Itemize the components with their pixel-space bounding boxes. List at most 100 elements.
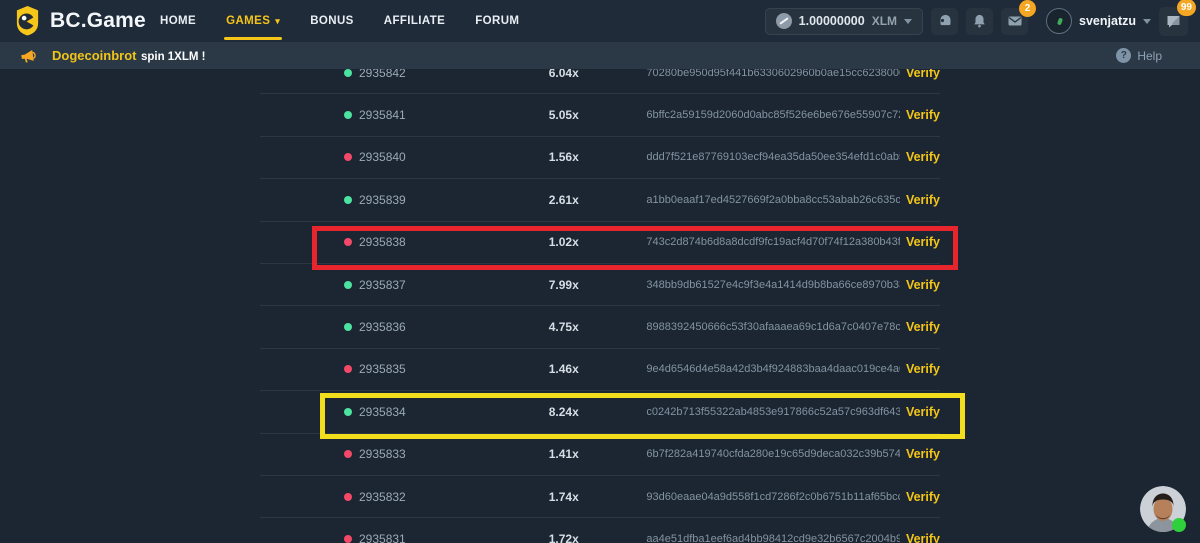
mail-icon [1008,16,1022,26]
user-avatar [1046,8,1073,34]
verify-link[interactable]: Verify [905,362,940,377]
result-dot-icon [344,323,352,332]
top-header: BC.Game HOME GAMES ▾ BONUS AFFILIATE FORUM 1.… [0,0,1200,42]
verify-link[interactable]: Verify [905,277,940,292]
game-id[interactable]: 2935840 [359,150,406,165]
result-dot-icon [344,68,352,77]
game-id-cell: 2935832 [344,490,501,504]
game-id-cell: 2935838 [344,235,501,249]
bell-icon [974,14,985,28]
game-id[interactable]: 2935835 [359,362,406,377]
table-row: 2935842 6.04x 70280be950d95f441b63306029… [260,52,940,95]
game-id-cell: 2935836 [344,320,501,334]
result-dot-icon [344,492,352,501]
chevron-down-icon [1143,18,1151,24]
game-id[interactable]: 2935832 [359,489,406,504]
user-menu[interactable]: svenjatzu [1046,8,1151,34]
megaphone-icon [21,49,36,62]
messages-button[interactable]: 2 [1001,0,1037,35]
vault-icon [940,14,951,26]
game-id[interactable]: 2935839 [359,192,406,207]
game-id[interactable]: 2935833 [359,447,406,462]
balance-currency: XLM [871,14,898,28]
game-id-cell: 2935833 [344,447,501,461]
game-hash: 8988392450666c53f30afaaaea69c1d6a7c0407e… [646,321,900,334]
table-row: 2935837 7.99x 348bb9db61527e4c9f3e4a1414… [260,264,940,307]
announcement-message: spin 1XLM ! [140,50,206,63]
nav-item-affiliate[interactable]: AFFILIATE [383,15,446,27]
game-hash: ddd7f521e87769103ecf94ea35da50ee354efd1c… [646,151,900,164]
multiplier: 6.04x [548,65,579,80]
multiplier: 8.24x [548,404,579,419]
vault-button[interactable] [931,7,959,35]
game-hash: a1bb0eaaf17ed4527669f2a0bba8cc53abab26c6… [646,193,900,206]
announcement-game-name: Dogecoinbrot [52,47,137,63]
multiplier: 1.56x [548,150,579,165]
game-id[interactable]: 2935838 [359,235,406,250]
game-id[interactable]: 2935837 [359,277,406,292]
table-row: 2935839 2.61x a1bb0eaaf17ed4527669f2a0bb… [260,179,940,222]
announcement-bar: Dogecoinbrot spin 1XLM ! ? Help [0,42,1200,69]
balance-amount: 1.00000000 [798,14,865,28]
chat-badge: 99 [1176,0,1196,16]
game-hash: 348bb9db61527e4c9f3e4a1414d9b8ba66ce8970… [646,278,900,291]
nav-item-bonus[interactable]: BONUS [310,15,354,27]
chat-button[interactable]: 99 [1159,0,1196,36]
notifications-button[interactable] [966,7,994,35]
result-dot-icon [344,280,352,289]
result-dot-icon [344,153,352,162]
verify-link[interactable]: Verify [905,65,940,80]
verify-link[interactable]: Verify [905,531,940,543]
game-id[interactable]: 2935834 [359,404,406,419]
nav-item-games[interactable]: GAMES ▾ [224,0,283,42]
nav-item-forum[interactable]: FORUM [475,15,520,27]
multiplier: 1.72x [548,531,579,543]
game-id[interactable]: 2935842 [359,65,406,80]
game-id-cell: 2935841 [344,108,501,122]
support-chat-avatar[interactable] [1140,486,1186,532]
game-hash: 6b7f282a419740cfda280e19c65d9deca032c39b… [646,448,900,461]
verify-link[interactable]: Verify [905,192,940,207]
result-dot-icon [344,450,352,459]
table-row: 2935838 1.02x 743c2d874b6d8a8dcdf9fc19ac… [260,222,940,264]
chevron-down-icon: ▾ [275,15,281,26]
header-right-cluster: 1.00000000 XLM 2 [764,0,1196,42]
game-id[interactable]: 2935841 [359,108,406,123]
game-id-cell: 2935831 [344,532,501,543]
verify-link[interactable]: Verify [905,150,940,165]
game-history-table: 2935842 6.04x 70280be950d95f441b63306029… [260,52,940,543]
online-status-dot [1172,518,1186,532]
brand-logo[interactable]: BC.Game [14,5,146,36]
game-id-cell: 2935839 [344,193,501,207]
game-hash: 6bffc2a59159d2060d0abc85f526e6be676e5590… [646,109,900,122]
xlm-coin-icon [775,13,792,29]
table-row: 2935833 1.41x 6b7f282a419740cfda280e19c6… [260,434,940,476]
game-hash: 70280be950d95f441b6330602960b0ae15cc6238… [646,66,900,79]
verify-link[interactable]: Verify [905,320,940,335]
game-id[interactable]: 2935831 [359,531,406,543]
announcement-link[interactable]: Dogecoinbrot spin 1XLM ! [20,47,205,65]
verify-link[interactable]: Verify [905,235,940,250]
result-dot-icon [344,407,352,416]
game-id-cell: 2935834 [344,405,501,419]
result-dot-icon [344,111,352,120]
verify-link[interactable]: Verify [905,404,940,419]
table-row: 2935836 4.75x 8988392450666c53f30afaaaea… [260,306,940,349]
game-id[interactable]: 2935836 [359,320,406,335]
result-dot-icon [344,238,352,247]
verify-link[interactable]: Verify [905,447,940,462]
game-id-cell: 2935840 [344,150,501,164]
username: svenjatzu [1079,14,1136,28]
game-hash: 93d60eaae04a9d558f1cd7286f2c0b6751b11af6… [646,490,900,503]
game-hash: 9e4d6546d4e58a42d3b4f924883baa4daac019ce… [646,363,900,376]
nav-item-home[interactable]: HOME [160,15,197,27]
balance-selector[interactable]: 1.00000000 XLM [764,7,924,35]
result-dot-icon [344,534,352,543]
game-hash: c0242b713f55322ab4853e917866c52a57c963df… [646,405,900,418]
multiplier: 1.46x [548,362,579,377]
table-row: 2935841 5.05x 6bffc2a59159d2060d0abc85f5… [260,94,940,137]
verify-link[interactable]: Verify [905,108,940,123]
verify-link[interactable]: Verify [905,489,940,504]
help-button[interactable]: ? Help [1116,42,1162,69]
multiplier: 5.05x [548,108,579,123]
